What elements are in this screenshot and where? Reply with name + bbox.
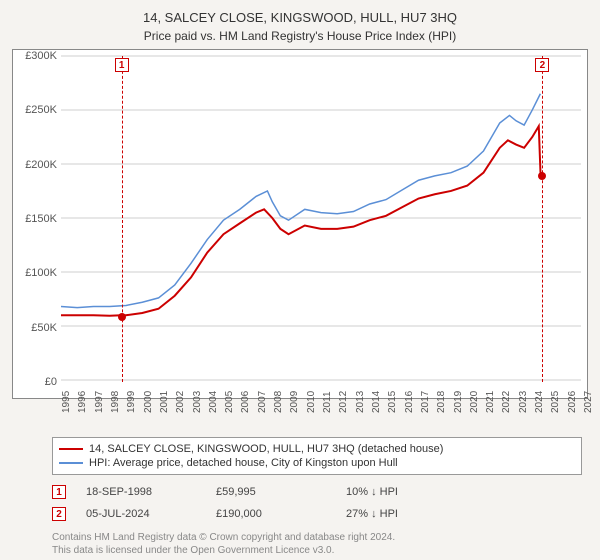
x-tick-label: 1995 — [61, 391, 72, 413]
x-tick-label: 2002 — [175, 391, 186, 413]
x-tick-label: 2027 — [583, 391, 594, 413]
annotation-price: £190,000 — [216, 508, 326, 520]
x-tick-label: 2012 — [338, 391, 349, 413]
y-axis-labels: £0 £50K £100K £150K £200K £250K £300K — [13, 50, 61, 398]
series-line — [61, 94, 540, 308]
marker-label-box: 2 — [535, 58, 549, 72]
x-tick-label: 2026 — [567, 391, 578, 413]
y-tick-label: £50K — [31, 322, 57, 334]
marker-label-box: 1 — [115, 58, 129, 72]
x-tick-label: 2009 — [289, 391, 300, 413]
x-tick-label: 2025 — [550, 391, 561, 413]
marker-dashed-line — [542, 56, 543, 382]
x-tick-label: 2023 — [518, 391, 529, 413]
x-tick-label: 2016 — [404, 391, 415, 413]
legend-label: 14, SALCEY CLOSE, KINGSWOOD, HULL, HU7 3… — [89, 443, 443, 455]
page-subtitle: Price paid vs. HM Land Registry's House … — [12, 29, 588, 43]
x-tick-label: 1996 — [77, 391, 88, 413]
legend-row: 14, SALCEY CLOSE, KINGSWOOD, HULL, HU7 3… — [59, 442, 575, 456]
x-tick-label: 2010 — [306, 391, 317, 413]
annotation-delta: 27% ↓ HPI — [346, 508, 456, 520]
footer-line2: This data is licensed under the Open Gov… — [52, 544, 588, 557]
x-tick-label: 2019 — [453, 391, 464, 413]
footer-line1: Contains HM Land Registry data © Crown c… — [52, 531, 588, 544]
x-tick-label: 2006 — [240, 391, 251, 413]
x-tick-label: 2007 — [257, 391, 268, 413]
x-tick-label: 2017 — [420, 391, 431, 413]
x-tick-label: 2011 — [322, 391, 333, 413]
x-tick-label: 2003 — [192, 391, 203, 413]
plot-inner: 12 — [61, 56, 581, 380]
annotation-date: 05-JUL-2024 — [86, 508, 196, 520]
x-tick-label: 2013 — [355, 391, 366, 413]
x-tick-label: 2018 — [436, 391, 447, 413]
annotations-block: 1 18-SEP-1998 £59,995 10% ↓ HPI 2 05-JUL-2024… — [52, 481, 588, 525]
annotation-row: 2 05-JUL-2024 £190,000 27% ↓ HPI — [52, 503, 588, 525]
y-tick-label: £300K — [25, 50, 57, 62]
legend-box: 14, SALCEY CLOSE, KINGSWOOD, HULL, HU7 3… — [52, 437, 582, 475]
legend-swatch — [59, 448, 83, 450]
marker-dot — [538, 172, 546, 180]
x-tick-label: 2001 — [159, 391, 170, 413]
y-tick-label: £150K — [25, 213, 57, 225]
marker-dot — [118, 313, 126, 321]
annotation-marker-box: 2 — [52, 507, 66, 521]
x-tick-label: 2014 — [371, 391, 382, 413]
x-tick-label: 2021 — [485, 391, 496, 413]
x-tick-label: 2008 — [273, 391, 284, 413]
chart-plot-area: £0£50K£100K£150K£200K£250K£300K 12 19951… — [12, 49, 588, 399]
annotation-price: £59,995 — [216, 486, 326, 498]
x-tick-label: 1999 — [126, 391, 137, 413]
footer-text: Contains HM Land Registry data © Crown c… — [52, 531, 588, 557]
chart-svg — [61, 56, 581, 380]
series-line — [61, 126, 541, 316]
x-tick-label: 1998 — [110, 391, 121, 413]
x-tick-label: 1997 — [94, 391, 105, 413]
x-axis-labels: 1995199619971998199920002001200220032004… — [61, 382, 581, 398]
legend-row: HPI: Average price, detached house, City… — [59, 456, 575, 470]
y-tick-label: £250K — [25, 104, 57, 116]
annotation-date: 18-SEP-1998 — [86, 486, 196, 498]
annotation-row: 1 18-SEP-1998 £59,995 10% ↓ HPI — [52, 481, 588, 503]
page-title: 14, SALCEY CLOSE, KINGSWOOD, HULL, HU7 3… — [12, 10, 588, 25]
x-tick-label: 2022 — [501, 391, 512, 413]
x-tick-label: 2024 — [534, 391, 545, 413]
annotation-marker-box: 1 — [52, 485, 66, 499]
legend-swatch — [59, 462, 83, 464]
legend-label: HPI: Average price, detached house, City… — [89, 457, 398, 469]
y-tick-label: £200K — [25, 159, 57, 171]
x-tick-label: 2004 — [208, 391, 219, 413]
x-tick-label: 2005 — [224, 391, 235, 413]
x-tick-label: 2020 — [469, 391, 480, 413]
y-tick-label: £100K — [25, 267, 57, 279]
x-tick-label: 2015 — [387, 391, 398, 413]
marker-dashed-line — [122, 56, 123, 382]
y-tick-label: £0 — [45, 376, 57, 388]
x-tick-label: 2000 — [143, 391, 154, 413]
annotation-delta: 10% ↓ HPI — [346, 486, 456, 498]
